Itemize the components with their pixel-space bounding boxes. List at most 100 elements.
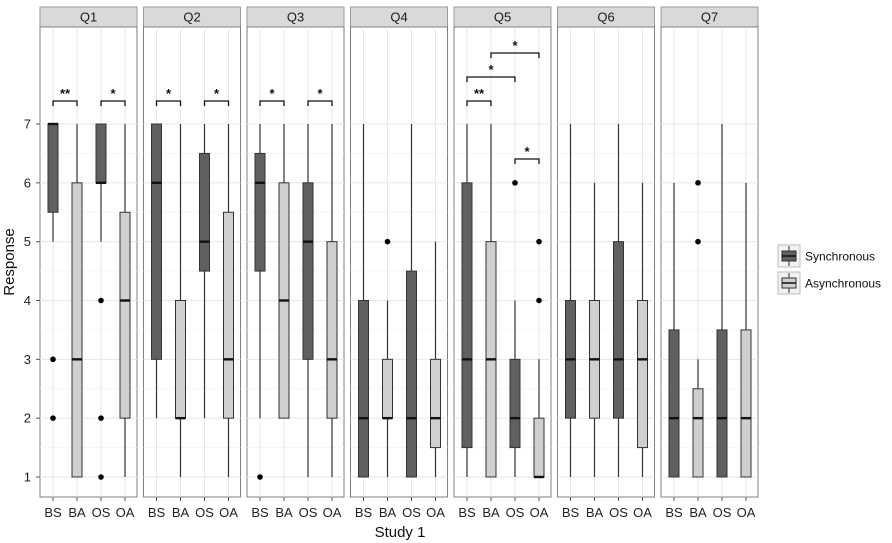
x-tick-label: OA xyxy=(323,505,342,520)
box-iqr xyxy=(533,417,545,478)
box-iqr xyxy=(406,270,417,478)
outlier-point xyxy=(50,415,56,421)
box-iqr xyxy=(637,300,648,449)
box-oa xyxy=(119,124,131,477)
facet-panel-q4: Q4 BS BA OS OA xyxy=(350,6,448,520)
x-tick-label: BA xyxy=(689,505,707,520)
x-tick-label: OA xyxy=(426,505,445,520)
legend-label: Asynchronous xyxy=(805,277,881,291)
outlier-point xyxy=(98,415,104,421)
x-tick-label: BA xyxy=(275,505,293,520)
x-tick-label: OS xyxy=(195,505,214,520)
box-ba xyxy=(485,124,497,478)
bracket-line xyxy=(466,100,492,106)
x-tick-label: BS xyxy=(665,505,683,520)
box-bs xyxy=(461,124,473,477)
box-iqr xyxy=(254,152,266,272)
y-tick-label: 4 xyxy=(24,293,31,308)
y-tick-label: 7 xyxy=(24,117,31,132)
significance-bracket: * xyxy=(155,86,182,106)
box-oa xyxy=(223,124,234,477)
outlier-point xyxy=(50,356,56,363)
x-tick-label: BS xyxy=(44,505,62,520)
y-tick-label: 3 xyxy=(24,352,31,367)
box-os xyxy=(199,124,210,419)
box-iqr xyxy=(175,300,186,419)
significance-label: * xyxy=(488,62,494,77)
bracket-line xyxy=(100,100,126,106)
bracket-line xyxy=(466,76,516,82)
box-bs xyxy=(668,182,680,478)
box-iqr xyxy=(382,358,393,419)
legend: Synchronous Asynchronous xyxy=(777,244,881,295)
box-iqr xyxy=(119,211,131,419)
facet-label: Q1 xyxy=(80,10,97,25)
significance-label: * xyxy=(110,86,116,101)
x-tick-label: BA xyxy=(68,505,86,520)
facet-panel-q5: Q5*****BS BA OS OA xyxy=(453,6,552,520)
legend-label: Synchronous xyxy=(805,250,875,264)
box-iqr xyxy=(71,182,83,478)
box-iqr xyxy=(668,329,680,478)
significance-bracket: * xyxy=(100,86,126,106)
outlier-point xyxy=(257,474,263,480)
box-os xyxy=(509,180,521,477)
box-bs xyxy=(565,124,576,477)
box-iqr xyxy=(692,388,704,478)
x-tick-label: BS xyxy=(251,505,269,520)
significance-bracket: * xyxy=(203,86,230,106)
x-tick-label: OS xyxy=(713,505,732,520)
facet-label: Q7 xyxy=(701,10,718,25)
bracket-line xyxy=(259,100,285,106)
box-ba xyxy=(71,124,83,478)
outlier-point xyxy=(536,238,542,245)
significance-bracket: * xyxy=(514,144,540,164)
box-iqr xyxy=(358,300,369,478)
significance-bracket: * xyxy=(490,38,540,58)
box-os xyxy=(95,123,107,480)
x-axis-title: Study 1 xyxy=(375,524,426,541)
box-os xyxy=(613,124,624,477)
box-iqr xyxy=(740,329,752,478)
facet-panel-q3: Q3 * * BS BA OS OA xyxy=(246,6,345,520)
bracket-line xyxy=(307,100,333,106)
box-bs xyxy=(151,123,162,419)
significance-bracket: * xyxy=(466,62,516,82)
facet-label: Q3 xyxy=(287,10,304,25)
facet-panel-q2: Q2 * * BS BA OS OA xyxy=(143,6,241,520)
significance-bracket: ** xyxy=(466,86,492,106)
legend-entry-asynchronous: Asynchronous xyxy=(777,271,881,295)
box-iqr xyxy=(223,211,234,419)
x-tick-label: OS xyxy=(299,505,318,520)
box-oa xyxy=(430,241,441,477)
significance-label: ** xyxy=(474,86,485,101)
box-os xyxy=(406,124,417,478)
significance-label: * xyxy=(512,38,518,53)
box-iqr xyxy=(47,123,59,213)
legend-entry-synchronous: Synchronous xyxy=(777,244,875,268)
x-tick-label: OS xyxy=(609,505,628,520)
y-tick-label: 2 xyxy=(24,411,31,426)
significance-label: * xyxy=(214,86,220,101)
bracket-line xyxy=(52,100,78,106)
facet-panel-q7: Q7 BS BA OS OA xyxy=(660,6,759,520)
x-tick-label: OS xyxy=(92,505,111,520)
facet-panel-q6: Q6 BS BA OS OA xyxy=(557,6,655,520)
box-os xyxy=(302,124,314,477)
y-axis-title: Response xyxy=(1,228,18,296)
outlier-point xyxy=(695,238,701,245)
outlier-point xyxy=(512,180,518,186)
box-iqr xyxy=(95,123,107,184)
box-oa xyxy=(637,182,648,477)
y-tick-label: 6 xyxy=(24,175,31,190)
x-tick-label: BA xyxy=(586,505,604,520)
bracket-line xyxy=(203,100,230,106)
x-tick-label: BS xyxy=(562,505,580,520)
significance-label: * xyxy=(166,86,172,101)
x-tick-label: BS xyxy=(458,505,476,520)
significance-label: ** xyxy=(60,86,71,101)
outlier-point xyxy=(384,238,391,245)
x-tick-label: OA xyxy=(633,505,652,520)
